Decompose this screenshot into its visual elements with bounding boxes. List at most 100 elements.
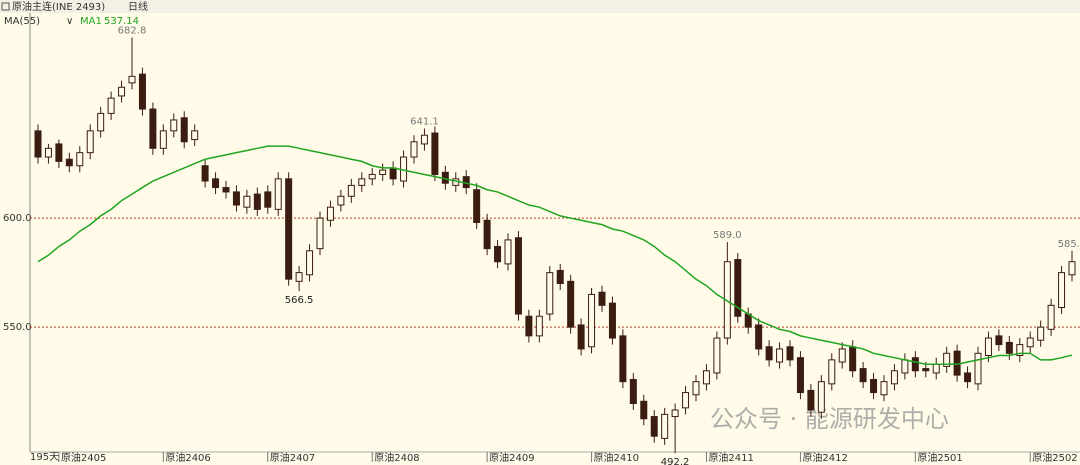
candle-body xyxy=(535,315,543,337)
candle-body xyxy=(494,245,502,263)
candle-body xyxy=(420,134,428,145)
candle-body xyxy=(817,381,825,413)
candle-body xyxy=(264,191,272,208)
x-tick-label: 原油2501 xyxy=(917,451,962,464)
candle-body xyxy=(201,165,209,182)
candle-body xyxy=(567,280,575,328)
annotation: 682.8 xyxy=(118,26,147,37)
candle-body xyxy=(974,352,982,385)
candle-body xyxy=(577,324,585,350)
x-tick-label: 原油2502 xyxy=(1032,451,1077,464)
y-tick-label: 550.0 xyxy=(3,322,32,333)
candle-body xyxy=(922,368,930,372)
candle-body xyxy=(149,108,157,149)
candle-body xyxy=(776,348,784,363)
candle-body xyxy=(274,178,282,210)
candle-body xyxy=(483,219,491,250)
candle-body xyxy=(55,143,63,162)
candle-body xyxy=(1047,304,1055,330)
candle-body xyxy=(368,173,376,180)
candle-body xyxy=(473,189,481,223)
x-tick-label: 原油2405 xyxy=(61,451,106,464)
candle-body xyxy=(232,191,240,206)
ma-name: MA1 xyxy=(80,16,102,27)
x-tick-label: 原油2407 xyxy=(270,451,315,464)
candle-body xyxy=(608,302,616,339)
period-count: 195天 xyxy=(30,452,59,463)
candle-body xyxy=(514,237,522,315)
x-tick-label: 原油2409 xyxy=(489,451,534,464)
candle-body xyxy=(128,75,136,84)
period[interactable]: 日线 xyxy=(128,0,148,13)
candle-body xyxy=(828,359,836,385)
chart-title[interactable]: 原油主连(INE 2493) xyxy=(12,0,105,13)
annotation: 585.0 xyxy=(1058,239,1080,250)
candle-body xyxy=(734,259,742,317)
candle-body xyxy=(984,337,992,356)
candle-body xyxy=(159,130,167,149)
candle-body xyxy=(765,346,773,361)
candle-body xyxy=(598,291,606,306)
candle-body xyxy=(34,130,42,158)
ma-arrow: ∨ xyxy=(66,16,73,27)
candle-body xyxy=(640,400,648,420)
candle-body xyxy=(1026,337,1034,348)
candle-body xyxy=(306,250,314,276)
header-bar xyxy=(0,0,1080,13)
candle-body xyxy=(995,335,1003,346)
candle-body xyxy=(1037,326,1045,341)
candle-body xyxy=(932,363,940,374)
annotation: 641.1 xyxy=(410,116,439,127)
candle-body xyxy=(755,324,763,350)
candle-body xyxy=(629,378,637,404)
candle-body xyxy=(138,73,146,110)
candle-body xyxy=(243,195,251,208)
candle-body xyxy=(807,389,815,411)
candle-body xyxy=(1005,341,1013,354)
candle-body xyxy=(650,416,658,437)
candle-body xyxy=(431,132,439,175)
candle-body xyxy=(588,293,596,348)
x-tick-label: 原油2411 xyxy=(708,451,753,464)
x-tick-label: 原油2412 xyxy=(802,451,847,464)
candle-body xyxy=(661,413,669,439)
candle-body xyxy=(410,141,418,158)
candle-body xyxy=(890,370,898,385)
candle-body xyxy=(97,112,105,132)
candle-body xyxy=(295,272,303,282)
candle-body xyxy=(326,206,334,221)
candle-body xyxy=(358,178,366,186)
annotation: 589.0 xyxy=(713,230,742,241)
candle-body xyxy=(170,119,178,132)
candle-body xyxy=(1016,344,1024,356)
candle-body xyxy=(212,178,220,189)
x-tick-label: 原油2406 xyxy=(165,451,210,464)
candle-body xyxy=(556,269,564,285)
candle-body xyxy=(118,86,126,97)
ma-value: 537.14 xyxy=(104,16,139,27)
candle-body xyxy=(76,152,84,167)
x-tick-label: 原油2410 xyxy=(594,451,639,464)
candle-body xyxy=(525,315,533,337)
candle-body xyxy=(786,346,794,361)
candle-body xyxy=(682,392,690,409)
candle-body xyxy=(870,378,878,394)
annotation: 492.2 xyxy=(661,457,690,465)
candle-body xyxy=(65,158,73,167)
candle-body xyxy=(692,381,700,396)
candle-body xyxy=(1058,272,1066,309)
ma-line xyxy=(37,145,1073,365)
candle-body xyxy=(389,167,397,180)
candle-body xyxy=(253,193,261,210)
candle-body xyxy=(1068,261,1076,276)
candle-body xyxy=(316,217,324,250)
candle-body xyxy=(713,337,721,374)
candle-body xyxy=(671,409,679,418)
candle-body xyxy=(44,147,52,158)
candle-body xyxy=(107,97,115,114)
candle-body xyxy=(838,348,846,363)
candle-body xyxy=(546,272,554,315)
candle-body xyxy=(702,370,710,385)
indicator-name[interactable]: MA(55) xyxy=(4,16,40,27)
